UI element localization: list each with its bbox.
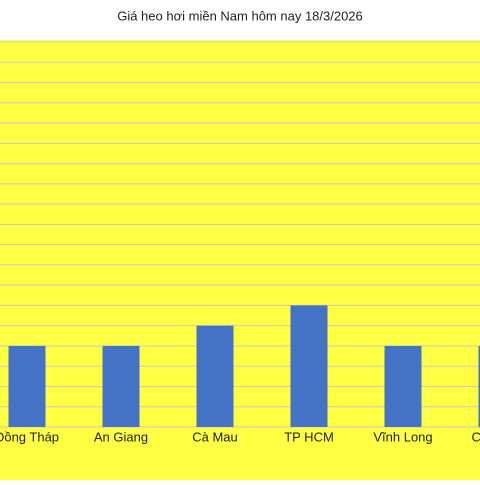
bar: [291, 305, 328, 427]
x-tick-label: Vĩnh Long: [373, 429, 432, 444]
x-tick-label: An Giang: [94, 429, 148, 444]
x-tick-label: Cà Mau: [192, 429, 238, 444]
bar: [103, 346, 140, 427]
x-tick-label: Đồng Tháp: [0, 429, 59, 444]
bar: [197, 326, 234, 427]
x-tick-label: Cần Thơ: [472, 429, 480, 444]
bar: [9, 346, 46, 427]
x-tick-label: TP HCM: [284, 429, 334, 444]
bar: [385, 346, 422, 427]
chart-title: Giá heo hơi miền Nam hôm nay 18/3/2026: [117, 8, 363, 23]
